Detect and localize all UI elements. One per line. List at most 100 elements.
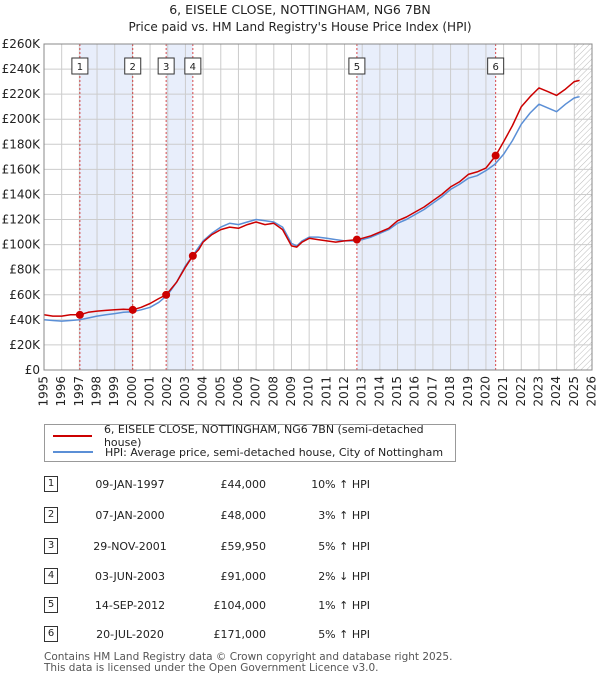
transaction-date: 14-SEP-2012 xyxy=(94,599,166,612)
x-tick-label: 2016 xyxy=(408,376,422,407)
transaction-hpi: 5% ↑ HPI xyxy=(318,540,370,553)
x-tick-label: 2019 xyxy=(461,376,475,407)
table-row: 5 14-SEP-2012 £104,000 1% ↑ HPI xyxy=(0,597,600,617)
transaction-number: 6 xyxy=(44,626,58,642)
property-price-line xyxy=(43,79,580,317)
transaction-price: £171,000 xyxy=(213,628,267,641)
transaction-marker-box xyxy=(157,57,175,75)
transaction-marker-label: 6 xyxy=(492,62,498,73)
transaction-number: 3 xyxy=(44,538,58,554)
transaction-hpi: 5% ↑ HPI xyxy=(318,628,370,641)
x-tick-label: 2026 xyxy=(585,376,599,407)
x-tick-label: 2014 xyxy=(372,376,386,407)
x-tick-label: 2006 xyxy=(231,376,245,407)
table-row: 3 29-NOV-2001 £59,950 5% ↑ HPI xyxy=(0,538,600,558)
x-tick-label: 1995 xyxy=(37,376,51,407)
y-tick-label: £240K xyxy=(2,62,42,76)
x-tick-label: 2021 xyxy=(496,376,510,407)
transaction-marker-label: 1 xyxy=(77,62,83,73)
shaded-period xyxy=(356,44,496,370)
y-tick-label: £60K xyxy=(9,288,41,302)
table-row: 6 20-JUL-2020 £171,000 5% ↑ HPI xyxy=(0,626,600,646)
transaction-price: £48,000 xyxy=(220,509,267,522)
transaction-marker-box xyxy=(487,57,505,75)
transaction-marker-label: 2 xyxy=(130,62,136,73)
legend-swatch-property xyxy=(53,435,92,437)
x-tick-label: 2024 xyxy=(549,376,563,407)
transaction-number: 2 xyxy=(44,507,58,523)
transaction-hpi: 2% ↓ HPI xyxy=(318,570,370,583)
transaction-number: 4 xyxy=(44,568,58,584)
transaction-date: 03-JUN-2003 xyxy=(94,570,166,583)
x-tick-label: 2011 xyxy=(319,376,333,407)
y-tick-label: £200K xyxy=(2,112,42,126)
transaction-number: 5 xyxy=(44,597,58,613)
x-tick-label: 2002 xyxy=(160,376,174,407)
legend-label-hpi: HPI: Average price, semi-detached house,… xyxy=(105,445,444,459)
transaction-price: £44,000 xyxy=(220,478,267,491)
transaction-marker-label: 5 xyxy=(354,62,360,73)
y-tick-label: £80K xyxy=(9,263,41,277)
transaction-price: £59,950 xyxy=(220,540,267,553)
legend-swatch-hpi xyxy=(53,451,93,453)
transaction-hpi: 1% ↑ HPI xyxy=(318,599,370,612)
transaction-price: £104,000 xyxy=(213,599,267,612)
legend-item-hpi: HPI: Average price, semi-detached house,… xyxy=(53,444,443,460)
y-tick-label: £0 xyxy=(25,363,40,377)
transaction-marker-box xyxy=(71,57,89,75)
x-tick-label: 2001 xyxy=(143,376,157,407)
transaction-point xyxy=(188,251,197,260)
x-tick-label: 2013 xyxy=(355,376,369,407)
transaction-date: 29-NOV-2001 xyxy=(93,540,167,553)
y-tick-label: £220K xyxy=(2,87,42,101)
x-tick-label: 2009 xyxy=(284,376,298,407)
x-tick-label: 2012 xyxy=(337,376,351,407)
x-tick-label: 1998 xyxy=(90,376,104,407)
legend-item-property: 6, EISELE CLOSE, NOTTINGHAM, NG6 7BN (se… xyxy=(53,423,455,449)
x-tick-label: 2025 xyxy=(567,376,581,407)
price-chart: 6, EISELE CLOSE, NOTTINGHAM, NG6 7BN Pri… xyxy=(2,2,599,407)
x-tick-label: 2007 xyxy=(249,376,263,407)
x-tick-label: 2015 xyxy=(390,376,404,407)
table-row: 1 09-JAN-1997 £44,000 10% ↑ HPI xyxy=(0,476,600,496)
x-tick-label: 2004 xyxy=(196,376,210,407)
x-tick-label: 2003 xyxy=(178,376,192,407)
x-tick-label: 2000 xyxy=(125,376,139,407)
transaction-point xyxy=(75,310,84,319)
footer: Contains HM Land Registry data © Crown c… xyxy=(44,652,452,674)
x-tick-label: 2018 xyxy=(443,376,457,407)
shaded-period xyxy=(166,44,193,370)
transaction-price: £91,000 xyxy=(220,570,267,583)
transaction-point xyxy=(491,151,500,160)
x-tick-label: 2023 xyxy=(531,376,545,407)
transaction-point xyxy=(352,235,361,244)
x-tick-label: 2010 xyxy=(302,376,316,407)
x-tick-label: 1996 xyxy=(54,376,68,407)
chart-title: 6, EISELE CLOSE, NOTTINGHAM, NG6 7BN xyxy=(169,2,431,17)
transaction-point xyxy=(162,290,171,299)
y-tick-label: £20K xyxy=(9,338,41,352)
footer-licence: This data is licensed under the Open Gov… xyxy=(44,662,379,674)
transaction-hpi: 3% ↑ HPI xyxy=(318,509,370,522)
chart-subtitle: Price paid vs. HM Land Registry's House … xyxy=(128,20,471,34)
x-tick-label: 2005 xyxy=(213,376,227,407)
transaction-marker-box xyxy=(124,57,142,75)
transaction-marker-box xyxy=(348,57,366,75)
transaction-marker-box xyxy=(184,57,202,75)
shaded-period xyxy=(79,44,133,370)
y-tick-label: £140K xyxy=(2,187,42,201)
transaction-point xyxy=(128,305,137,314)
table-row: 4 03-JUN-2003 £91,000 2% ↓ HPI xyxy=(0,568,600,588)
y-tick-label: £160K xyxy=(2,162,42,176)
transaction-date: 07-JAN-2000 xyxy=(95,509,165,522)
transaction-marker-label: 3 xyxy=(163,62,169,73)
y-tick-label: £40K xyxy=(9,313,41,327)
y-tick-label: £120K xyxy=(2,213,42,227)
y-tick-label: £180K xyxy=(2,137,42,151)
x-tick-label: 2008 xyxy=(266,376,280,407)
y-tick-label: £100K xyxy=(2,238,42,252)
table-row: 2 07-JAN-2000 £48,000 3% ↑ HPI xyxy=(0,507,600,527)
footer-copyright: Contains HM Land Registry data © Crown c… xyxy=(44,651,453,663)
chart-legend: 6, EISELE CLOSE, NOTTINGHAM, NG6 7BN (se… xyxy=(44,423,456,462)
transaction-hpi: 10% ↑ HPI xyxy=(311,478,370,491)
